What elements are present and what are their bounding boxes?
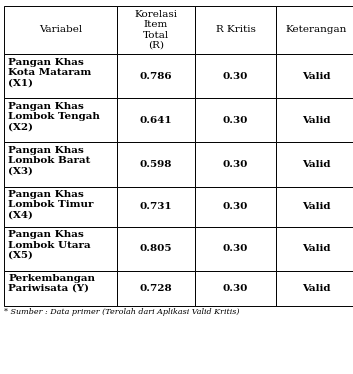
Bar — [4, 54, 117, 98]
Bar — [4, 6, 117, 54]
Bar — [276, 271, 353, 306]
Bar — [276, 187, 353, 227]
Bar — [117, 54, 195, 98]
Bar — [276, 6, 353, 54]
Bar — [195, 227, 276, 271]
Bar — [4, 271, 117, 306]
Bar — [117, 98, 195, 142]
Bar — [117, 142, 195, 187]
Text: 0.786: 0.786 — [140, 72, 172, 81]
Bar — [276, 54, 353, 98]
Text: Korelasi
Item
Total
(R): Korelasi Item Total (R) — [134, 10, 178, 50]
Text: 0.641: 0.641 — [140, 116, 172, 125]
Bar — [195, 6, 276, 54]
Text: Pangan Khas
Kota Mataram
(X1): Pangan Khas Kota Mataram (X1) — [8, 58, 92, 88]
Bar — [195, 54, 276, 98]
Bar — [195, 142, 276, 187]
Text: Valid: Valid — [303, 72, 331, 81]
Text: 0.30: 0.30 — [223, 284, 248, 293]
Bar — [195, 98, 276, 142]
Bar — [4, 98, 117, 142]
Bar — [195, 271, 276, 306]
Text: 0.30: 0.30 — [223, 244, 248, 253]
Text: 0.728: 0.728 — [140, 284, 172, 293]
Text: 0.731: 0.731 — [140, 202, 172, 211]
Text: Valid: Valid — [303, 116, 331, 125]
Bar — [117, 227, 195, 271]
Text: 0.30: 0.30 — [223, 202, 248, 211]
Text: Valid: Valid — [303, 284, 331, 293]
Text: Variabel: Variabel — [39, 25, 82, 34]
Text: 0.598: 0.598 — [140, 160, 172, 169]
Bar — [276, 227, 353, 271]
Bar — [117, 6, 195, 54]
Bar — [4, 187, 117, 227]
Text: R Kritis: R Kritis — [216, 25, 255, 34]
Text: Valid: Valid — [303, 160, 331, 169]
Bar — [195, 187, 276, 227]
Text: Valid: Valid — [303, 244, 331, 253]
Text: Perkembangan
Pariwisata (Y): Perkembangan Pariwisata (Y) — [8, 274, 95, 293]
Text: Pangan Khas
Lombok Timur
(X4): Pangan Khas Lombok Timur (X4) — [8, 190, 94, 220]
Text: Pangan Khas
Lombok Utara
(X5): Pangan Khas Lombok Utara (X5) — [8, 230, 91, 260]
Text: 0.30: 0.30 — [223, 116, 248, 125]
Bar — [276, 142, 353, 187]
Text: * Sumber : Data primer (Terolah dari Aplikasi Valid Kritis): * Sumber : Data primer (Terolah dari Apl… — [4, 308, 240, 316]
Text: 0.805: 0.805 — [140, 244, 172, 253]
Bar — [4, 142, 117, 187]
Text: 0.30: 0.30 — [223, 72, 248, 81]
Bar — [4, 227, 117, 271]
Bar — [117, 271, 195, 306]
Text: Pangan Khas
Lombok Barat
(X3): Pangan Khas Lombok Barat (X3) — [8, 146, 91, 176]
Text: Pangan Khas
Lombok Tengah
(X2): Pangan Khas Lombok Tengah (X2) — [8, 102, 100, 132]
Bar — [276, 98, 353, 142]
Text: 0.30: 0.30 — [223, 160, 248, 169]
Text: Valid: Valid — [303, 202, 331, 211]
Bar — [117, 187, 195, 227]
Text: Keterangan: Keterangan — [286, 25, 347, 34]
